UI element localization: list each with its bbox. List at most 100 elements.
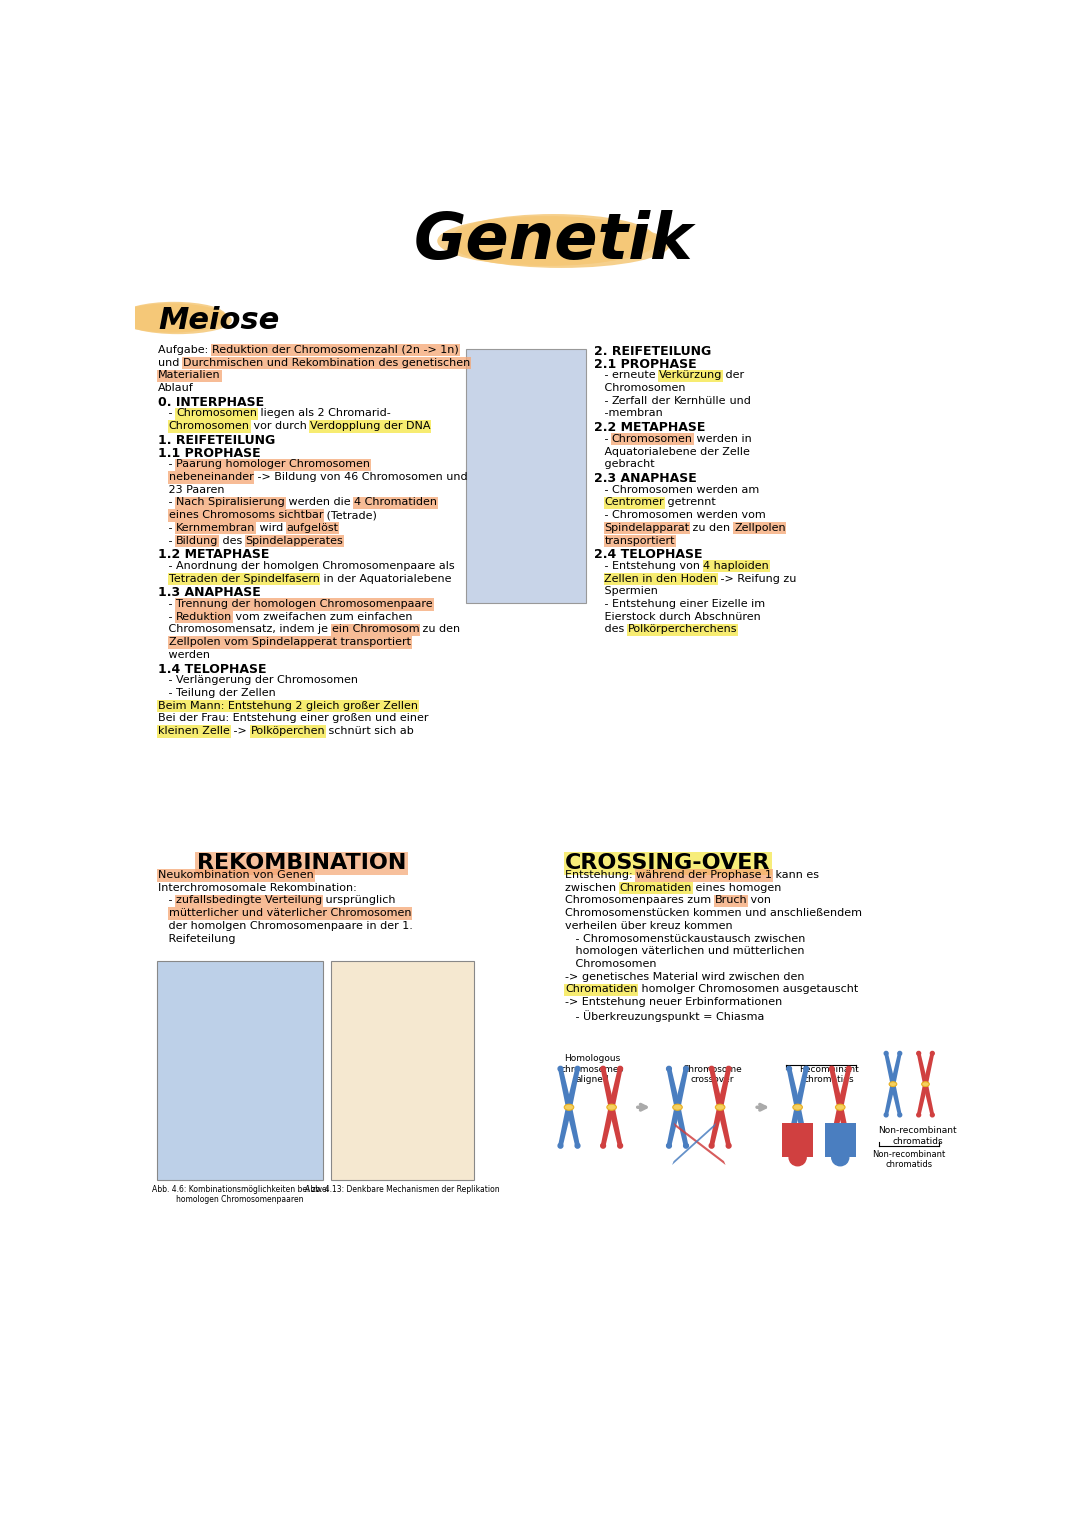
Ellipse shape: [715, 1104, 725, 1110]
Circle shape: [837, 1104, 843, 1110]
Polygon shape: [609, 1107, 622, 1147]
Circle shape: [684, 1066, 688, 1070]
Text: zwischen: zwischen: [565, 883, 620, 893]
Circle shape: [576, 1144, 580, 1148]
Circle shape: [829, 1144, 834, 1148]
Circle shape: [804, 1144, 809, 1148]
Text: - Chromosomen werden am: - Chromosomen werden am: [594, 484, 759, 495]
Text: und: und: [159, 357, 184, 368]
Text: Beim Mann: Entstehung 2 gleich großer Zellen: Beim Mann: Entstehung 2 gleich großer Ze…: [159, 701, 418, 710]
Text: transportiert: transportiert: [605, 536, 675, 545]
Circle shape: [795, 1104, 800, 1110]
FancyBboxPatch shape: [330, 623, 420, 635]
Circle shape: [847, 1144, 851, 1148]
Text: verheilen über kreuz kommen: verheilen über kreuz kommen: [565, 921, 732, 931]
Polygon shape: [891, 1084, 902, 1115]
Text: -: -: [159, 612, 176, 621]
Circle shape: [786, 1144, 792, 1148]
Text: werden: werden: [159, 651, 211, 660]
Text: Neukombination von Genen: Neukombination von Genen: [159, 870, 314, 880]
Text: Materialien: Materialien: [159, 371, 221, 380]
Bar: [825, 1122, 855, 1157]
Text: -: -: [159, 522, 176, 533]
Circle shape: [566, 1104, 572, 1110]
Circle shape: [930, 1052, 934, 1055]
Text: Kernhülle: Kernhülle: [674, 395, 726, 406]
Circle shape: [789, 1148, 806, 1165]
Text: eines Chromosoms sichtbar: eines Chromosoms sichtbar: [168, 510, 323, 521]
Text: -: -: [594, 395, 611, 406]
FancyBboxPatch shape: [565, 983, 638, 996]
Text: -: -: [159, 536, 176, 545]
FancyBboxPatch shape: [309, 420, 431, 432]
Text: (Tetrade): (Tetrade): [323, 510, 377, 521]
Circle shape: [885, 1113, 888, 1116]
Text: Entstehung:: Entstehung:: [565, 870, 636, 880]
Polygon shape: [917, 1054, 928, 1084]
Text: zu den: zu den: [419, 625, 460, 634]
Polygon shape: [837, 1107, 851, 1147]
Text: -: -: [159, 895, 176, 906]
Text: in der Aquatorialebene: in der Aquatorialebene: [320, 574, 451, 583]
Polygon shape: [717, 1069, 731, 1109]
Text: Zellen in den Hoden: Zellen in den Hoden: [605, 574, 717, 583]
Circle shape: [891, 1081, 895, 1087]
Circle shape: [684, 1144, 688, 1148]
FancyBboxPatch shape: [175, 496, 286, 508]
Text: Zellpolen: Zellpolen: [734, 522, 785, 533]
FancyBboxPatch shape: [168, 420, 251, 432]
Ellipse shape: [564, 1104, 573, 1110]
Circle shape: [666, 1144, 672, 1148]
Circle shape: [609, 1104, 615, 1110]
Text: Eierstock durch Abschnüren: Eierstock durch Abschnüren: [594, 612, 760, 621]
Polygon shape: [917, 1084, 928, 1115]
Polygon shape: [717, 1107, 731, 1147]
Text: Chromosomen: Chromosomen: [594, 383, 686, 392]
Text: - Überkreuzungspunkt = Chiasma: - Überkreuzungspunkt = Chiasma: [565, 1009, 765, 1022]
Text: 1.3 ANAPHASE: 1.3 ANAPHASE: [159, 586, 261, 599]
FancyBboxPatch shape: [353, 496, 437, 508]
FancyBboxPatch shape: [285, 522, 339, 534]
Circle shape: [829, 1066, 834, 1070]
Polygon shape: [666, 1107, 680, 1147]
Text: ->: ->: [565, 971, 582, 982]
Text: Non-recombinant
chromatids: Non-recombinant chromatids: [878, 1127, 957, 1145]
Text: Nach Spiralisierung: Nach Spiralisierung: [176, 498, 285, 507]
Bar: [782, 1122, 813, 1157]
Polygon shape: [795, 1107, 809, 1147]
Polygon shape: [609, 1069, 622, 1109]
Text: Trennung der homologen Chromosomenpaare: Trennung der homologen Chromosomenpaare: [176, 599, 433, 609]
Circle shape: [609, 1104, 615, 1110]
Text: Verdopplung der DNA: Verdopplung der DNA: [310, 421, 431, 431]
Text: - Chromosomenstückaustausch zwischen: - Chromosomenstückaustausch zwischen: [565, 933, 806, 944]
Text: -> Reifung zu: -> Reifung zu: [717, 574, 797, 583]
Text: des: des: [218, 536, 245, 545]
Text: -: -: [594, 434, 611, 444]
Text: Paarung homologer Chromosomen: Paarung homologer Chromosomen: [176, 460, 370, 469]
Polygon shape: [674, 1122, 726, 1165]
Text: Chromosomen: Chromosomen: [168, 421, 249, 431]
Text: getrennt: getrennt: [664, 498, 716, 507]
Text: - Anordnung der homolgen Chromosomenpaare als: - Anordnung der homolgen Chromosomenpaar…: [159, 560, 455, 571]
Text: 0. INTERPHASE: 0. INTERPHASE: [159, 395, 265, 409]
Text: Bildung: Bildung: [176, 536, 218, 545]
FancyBboxPatch shape: [168, 573, 321, 585]
Text: - Chromosomen werden vom: - Chromosomen werden vom: [594, 510, 766, 521]
Circle shape: [717, 1104, 724, 1110]
Text: Meiose: Meiose: [159, 307, 280, 336]
Text: 2.2 METAPHASE: 2.2 METAPHASE: [594, 421, 705, 434]
Text: und: und: [726, 395, 751, 406]
FancyBboxPatch shape: [175, 408, 258, 420]
Text: Spindelapperates: Spindelapperates: [245, 536, 343, 545]
Text: des: des: [594, 625, 627, 634]
Text: genetisches Material: genetisches Material: [582, 971, 698, 982]
Text: 4 Chromatiden: 4 Chromatiden: [354, 498, 437, 507]
Polygon shape: [786, 1069, 800, 1109]
Text: - Teilung der Zellen: - Teilung der Zellen: [159, 689, 276, 698]
FancyBboxPatch shape: [183, 357, 471, 370]
FancyBboxPatch shape: [733, 522, 786, 534]
Circle shape: [609, 1104, 615, 1110]
Circle shape: [726, 1066, 731, 1070]
Ellipse shape: [793, 1104, 802, 1110]
Polygon shape: [672, 1122, 716, 1165]
